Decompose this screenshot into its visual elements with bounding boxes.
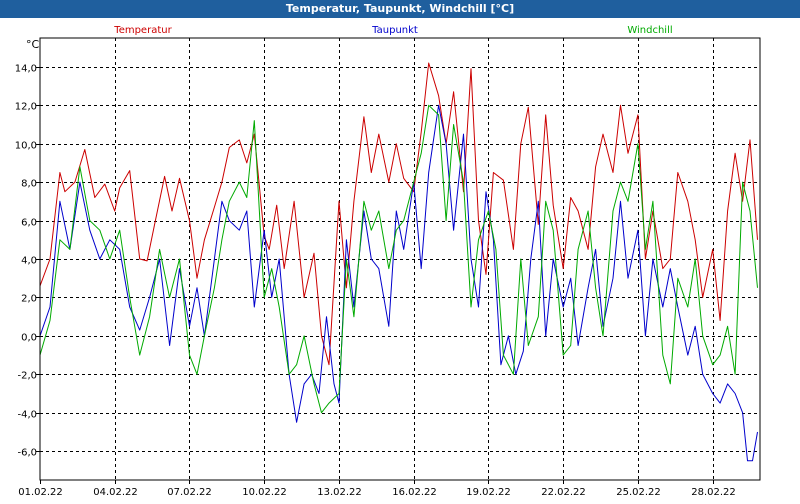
line-chart: 14,012,010,08,06,04,02,00,0-2,0-4,0-6,0 … (0, 18, 800, 500)
series-lines (39, 62, 758, 462)
chart-area: 14,0 12,0 10,0 8,0 6,0 4,0 2,0 0,0 -2,0 -4,0 -6,0 … (0, 18, 800, 500)
x-tick-label: 25.02.22 (616, 487, 661, 498)
y-tick-label: -6,0 (17, 448, 37, 459)
y-tick-label: 8,0 (21, 179, 37, 190)
y-tick-label: 12,0 (15, 102, 37, 113)
y-tick-label: 6,0 (21, 218, 37, 229)
series-line-taupunkt (39, 104, 758, 462)
y-tick-label: 0,0 (21, 333, 37, 344)
legend: Temperatur Taupunkt Windchill (113, 25, 672, 36)
y-tick-label: -4,0 (17, 410, 37, 421)
x-tick-label: 22.02.22 (541, 487, 586, 498)
x-axis-ticks: 01.02.22 04.02.22 07.02.22 10.02.22 13.02.22… (18, 480, 736, 498)
x-tick-label: 13.02.22 (317, 487, 362, 498)
x-tick-label: 01.02.22 (18, 487, 63, 498)
legend-entry-temperatur: Temperatur (113, 25, 172, 36)
window-title: Temperatur, Taupunkt, Windchill [°C] (0, 0, 800, 18)
x-tick-label: 16.02.22 (392, 487, 437, 498)
y-tick-label: 2,0 (21, 294, 37, 305)
x-tick-label: 28.02.22 (691, 487, 736, 498)
x-tick-label: 04.02.22 (93, 487, 138, 498)
legend-entry-taupunkt: Taupunkt (371, 25, 418, 36)
y-axis-ticks: 14,0 12,0 10,0 8,0 6,0 4,0 2,0 0,0 -2,0 -4,0 -6,0 (15, 64, 40, 459)
y-tick-label: 14,0 (15, 64, 37, 75)
legend-entry-windchill: Windchill (627, 25, 672, 36)
y-tick-label: -2,0 (17, 371, 37, 382)
grid (40, 38, 760, 480)
y-tick-label: 4,0 (21, 256, 37, 267)
x-tick-label: 19.02.22 (466, 487, 511, 498)
x-tick-label: 07.02.22 (167, 487, 212, 498)
y-axis-unit-label: °C (26, 38, 40, 51)
y-tick-label: 10,0 (15, 141, 37, 152)
x-tick-label: 10.02.22 (242, 487, 287, 498)
series-line-windchill (39, 104, 758, 414)
